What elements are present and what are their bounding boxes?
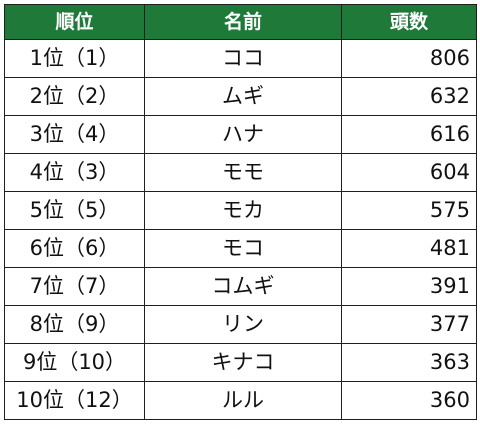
count-cell: 481 — [341, 229, 477, 268]
table-row: 6位（6） モコ 481 — [4, 229, 477, 268]
table-body: 1位（1） ココ 806 2位（2） ムギ 632 3位（4） ハナ 616 4… — [4, 39, 477, 420]
table-row: 10位（12） ルル 360 — [4, 381, 477, 420]
name-cell: ルル — [144, 381, 342, 420]
table-row: 3位（4） ハナ 616 — [4, 115, 477, 154]
count-cell: 632 — [341, 77, 477, 116]
count-cell: 391 — [341, 267, 477, 306]
count-cell: 360 — [341, 381, 477, 420]
rank-cell: 7位（7） — [4, 267, 145, 306]
name-cell: モモ — [144, 153, 342, 192]
name-cell: ムギ — [144, 77, 342, 116]
rank-cell: 3位（4） — [4, 115, 145, 154]
name-cell: コムギ — [144, 267, 342, 306]
count-cell: 377 — [341, 305, 477, 344]
table-row: 1位（1） ココ 806 — [4, 39, 477, 78]
table-row: 2位（2） ムギ 632 — [4, 77, 477, 116]
rank-cell: 2位（2） — [4, 77, 145, 116]
table-header: 順位 名前 頭数 — [4, 4, 477, 40]
count-column-header: 頭数 — [341, 4, 477, 40]
rank-column-header: 順位 — [4, 4, 145, 40]
table-row: 7位（7） コムギ 391 — [4, 267, 477, 306]
name-cell: キナコ — [144, 343, 342, 382]
name-cell: モカ — [144, 191, 342, 230]
rank-cell: 8位（9） — [4, 305, 145, 344]
count-cell: 363 — [341, 343, 477, 382]
table-row: 5位（5） モカ 575 — [4, 191, 477, 230]
name-cell: モコ — [144, 229, 342, 268]
rank-cell: 10位（12） — [4, 381, 145, 420]
rank-cell: 1位（1） — [4, 39, 145, 78]
table-row: 8位（9） リン 377 — [4, 305, 477, 344]
name-cell: リン — [144, 305, 342, 344]
header-row: 順位 名前 頭数 — [4, 4, 477, 40]
ranking-table: 順位 名前 頭数 1位（1） ココ 806 2位（2） ムギ 632 3位（4）… — [4, 4, 477, 420]
name-column-header: 名前 — [144, 4, 342, 40]
rank-cell: 5位（5） — [4, 191, 145, 230]
name-cell: ココ — [144, 39, 342, 78]
count-cell: 806 — [341, 39, 477, 78]
rank-cell: 4位（3） — [4, 153, 145, 192]
count-cell: 575 — [341, 191, 477, 230]
rank-cell: 6位（6） — [4, 229, 145, 268]
name-cell: ハナ — [144, 115, 342, 154]
table-row: 4位（3） モモ 604 — [4, 153, 477, 192]
rank-cell: 9位（10） — [4, 343, 145, 382]
count-cell: 604 — [341, 153, 477, 192]
table-row: 9位（10） キナコ 363 — [4, 343, 477, 382]
count-cell: 616 — [341, 115, 477, 154]
